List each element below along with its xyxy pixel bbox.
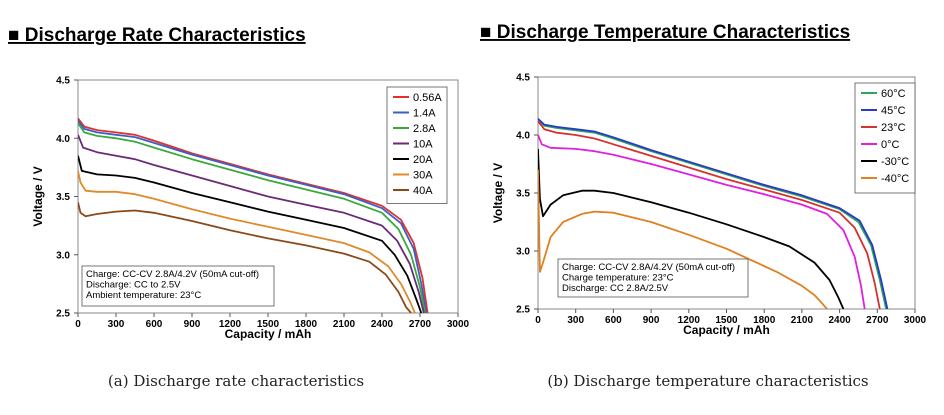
series-line-40A: [78, 202, 412, 313]
caption-a: (a) Discharge rate characteristics: [107, 372, 365, 390]
x-tick-label: 0: [75, 319, 81, 330]
x-tick-label: 300: [567, 315, 584, 326]
discharge-temperature-chart: ■ Discharge Temperature Characteristics 2…: [480, 22, 927, 337]
legend-entry: 60°C: [881, 88, 906, 100]
series-line-20A: [78, 155, 423, 313]
legend-entry: 20A: [413, 154, 433, 166]
y-tick-label: 2.5: [516, 305, 530, 316]
conditions-line: Ambient temperature: 23°C: [86, 290, 201, 301]
chart-title: ■ Discharge Temperature Characteristics: [480, 22, 850, 43]
legend-entry: -40°C: [881, 173, 909, 185]
series-line-0.56A: [78, 117, 429, 313]
series-line--40°C: [538, 169, 828, 309]
conditions-line: Discharge: CC to 2.5V: [86, 280, 181, 291]
legend-entry: 45°C: [881, 105, 906, 117]
legend-entry: 30A: [413, 170, 433, 182]
x-tick-label: 600: [605, 315, 622, 326]
y-tick-label: 4.0: [516, 131, 530, 142]
discharge-temperature-panel: ■ Discharge Temperature Characteristics 2…: [472, 0, 944, 415]
y-axis-label: Voltage / V: [491, 163, 505, 223]
conditions-line: Charge: CC-CV 2.8A/4.2V (50mA cut-off): [562, 262, 735, 273]
x-tick-label: 2100: [791, 315, 814, 326]
x-tick-label: 600: [146, 319, 163, 330]
x-tick-label: 900: [184, 319, 201, 330]
chart-title: ■ Discharge Rate Characteristics: [8, 25, 306, 46]
x-tick-label: 1200: [678, 315, 701, 326]
conditions-box: [557, 258, 749, 298]
x-axis-label: Capacity / mAh: [225, 327, 312, 341]
discharge-rate-chart: ■ Discharge Rate Characteristics 2.5 3.0 3.…: [8, 25, 470, 341]
series-line-30A: [78, 170, 416, 313]
x-tick-label: 300: [108, 319, 125, 330]
legend-box: [386, 86, 448, 204]
y-tick-label: 4.0: [56, 134, 70, 145]
series-line-23°C: [538, 120, 881, 309]
x-tick-label: 3000: [904, 315, 927, 326]
conditions-line: Charge temperature: 23°C: [562, 273, 674, 284]
y-tick-label: 3.5: [516, 189, 530, 200]
x-tick-label: 2400: [828, 315, 851, 326]
legend-entry: 23°C: [881, 122, 906, 134]
legend-entry: -30°C: [881, 156, 909, 168]
series-line-60°C: [538, 119, 887, 309]
y-tick-label: 4.5: [516, 73, 530, 84]
y-axis-label: Voltage / V: [31, 166, 45, 226]
x-tick-label: 2700: [409, 319, 432, 330]
conditions-line: Discharge: CC 2.8A/2.5V: [562, 283, 669, 294]
series-line-45°C: [538, 118, 889, 309]
legend-entry: 2.8A: [413, 123, 436, 135]
caption-b: (b) Discharge temperature characteristic…: [547, 372, 869, 390]
y-tick-label: 3.5: [56, 192, 70, 203]
x-tick-label: 900: [643, 315, 660, 326]
x-tick-label: 1800: [753, 315, 776, 326]
x-tick-label: 1500: [257, 319, 280, 330]
x-tick-label: 1800: [295, 319, 318, 330]
x-tick-label: 1500: [715, 315, 738, 326]
x-tick-label: 2700: [866, 315, 889, 326]
y-tick-label: 3.0: [516, 247, 530, 258]
legend-entry: 0°C: [881, 139, 900, 151]
legend-entry: 1.4A: [413, 108, 436, 120]
discharge-rate-panel: ■ Discharge Rate Characteristics 2.5 3.0 3.…: [8, 25, 470, 390]
x-tick-label: 0: [535, 315, 541, 326]
conditions-box: [81, 265, 275, 307]
series-line-2.8A: [78, 122, 426, 313]
x-tick-label: 1200: [219, 319, 242, 330]
legend-entry: 40A: [413, 185, 433, 197]
x-axis-label: Capacity / mAh: [683, 323, 770, 337]
legend-entry: 10A: [413, 139, 433, 151]
y-tick-label: 3.0: [56, 250, 70, 261]
conditions-line: Charge: CC-CV 2.8A/4.2V (50mA cut-off): [86, 269, 259, 280]
legend-box: [854, 82, 916, 194]
series-line--30°C: [538, 148, 845, 309]
y-tick-label: 2.5: [56, 309, 70, 320]
x-tick-label: 2100: [333, 319, 356, 330]
y-tick-label: 4.5: [56, 76, 70, 87]
x-tick-label: 3000: [447, 319, 470, 330]
series-line-1.4A: [78, 120, 428, 313]
series-line-10A: [78, 134, 425, 313]
legend-entry: 0.56A: [413, 92, 442, 104]
x-tick-label: 2400: [371, 319, 394, 330]
series-line-0°C: [538, 134, 866, 309]
